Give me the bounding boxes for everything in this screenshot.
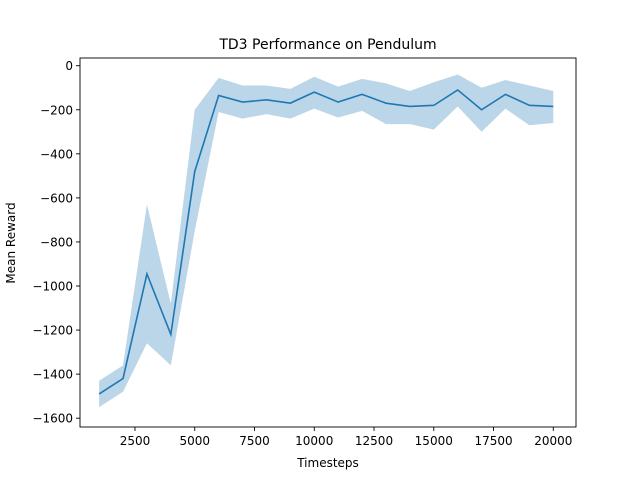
y-tick-label: −200 [40, 103, 73, 117]
x-tick-label: 10000 [295, 434, 333, 448]
x-tick-label: 15000 [415, 434, 453, 448]
x-tick-label: 2500 [120, 434, 151, 448]
y-tick-label: −1000 [32, 280, 73, 294]
series-line [98, 88, 554, 395]
y-tick-label: −1200 [32, 324, 73, 338]
chart-title: TD3 Performance on Pendulum [218, 37, 436, 53]
x-tick-label: 12500 [355, 434, 393, 448]
x-tick-label: 20000 [534, 434, 572, 448]
y-tick-label: −1600 [32, 412, 73, 426]
y-tick-label: −400 [40, 147, 73, 161]
x-tick-label: 17500 [474, 434, 512, 448]
y-tick-label: 0 [65, 59, 73, 73]
x-axis: 2500 5000 7500 10000 12500 15000 17500 20000 [120, 427, 572, 448]
x-tick-label: 7500 [239, 434, 270, 448]
plot-frame [79, 57, 577, 428]
y-axis-label: Mean Reward [4, 202, 18, 283]
x-tick-label: 5000 [179, 434, 210, 448]
y-tick-label: −1400 [32, 368, 73, 382]
y-axis: 0 −200 −400 −600 −800 −1000 −1200 −1400 −1600 [32, 59, 80, 426]
x-axis-label: Timesteps [296, 456, 359, 470]
y-tick-label: −800 [40, 235, 73, 249]
confidence-band [99, 74, 554, 408]
plot-area [79, 57, 577, 428]
y-tick-label: −600 [40, 191, 73, 205]
